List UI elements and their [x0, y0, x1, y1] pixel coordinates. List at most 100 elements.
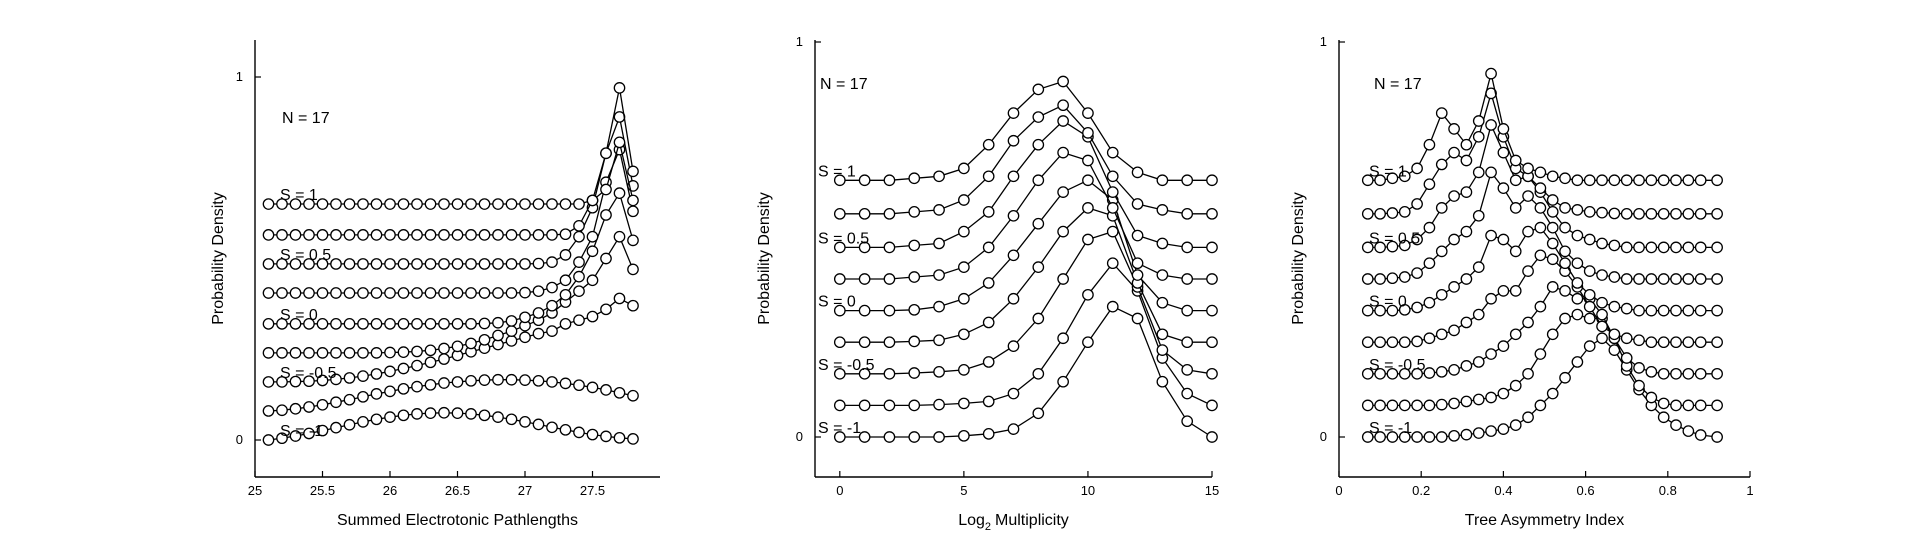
- data-point: [1620, 241, 1633, 254]
- data-point: [858, 304, 871, 317]
- data-point: [289, 375, 302, 388]
- data-point: [1131, 229, 1144, 242]
- data-point: [343, 317, 356, 330]
- sample-size-annotation: N = 17: [1374, 76, 1422, 93]
- data-point: [1460, 225, 1473, 238]
- data-point: [357, 415, 369, 428]
- data-point: [1485, 348, 1497, 360]
- data-point: [1448, 363, 1460, 376]
- series-label: S = 1: [280, 187, 318, 204]
- data-point: [1082, 107, 1094, 119]
- data-point: [465, 258, 477, 270]
- series-label: S = -0.5: [818, 357, 875, 374]
- series-label: S = 0.5: [280, 247, 331, 264]
- data-point: [1559, 202, 1571, 214]
- series-group: [262, 187, 639, 330]
- data-point: [1423, 221, 1436, 234]
- data-point: [1057, 115, 1069, 127]
- data-point: [546, 198, 558, 210]
- series-line: [839, 80, 1212, 181]
- data-point: [1032, 367, 1045, 380]
- data-point: [908, 335, 921, 348]
- data-point: [573, 285, 585, 298]
- data-point: [1374, 431, 1386, 443]
- data-point: [1398, 399, 1411, 412]
- data-point: [411, 229, 423, 241]
- data-point: [1620, 273, 1633, 285]
- data-point: [1497, 423, 1510, 435]
- data-point: [370, 388, 383, 400]
- data-point: [1448, 123, 1460, 135]
- data-point: [1472, 356, 1485, 368]
- series-line: [839, 262, 1213, 407]
- data-point: [397, 317, 410, 330]
- data-point: [1131, 312, 1144, 325]
- data-point: [1608, 300, 1621, 313]
- data-point: [519, 198, 531, 210]
- x-tick-label: 15: [1205, 483, 1219, 498]
- data-point: [451, 287, 464, 299]
- data-point: [1559, 257, 1571, 270]
- data-point: [613, 136, 626, 149]
- x-tick-label: 25: [248, 483, 262, 498]
- data-point: [1472, 209, 1485, 222]
- data-point: [1398, 303, 1411, 316]
- data-point: [1645, 207, 1658, 220]
- data-point: [1206, 241, 1218, 254]
- data-point: [1534, 182, 1547, 194]
- data-point: [1596, 237, 1608, 250]
- x-tick-label: 0.2: [1412, 483, 1430, 498]
- data-point: [505, 258, 518, 270]
- data-point: [933, 204, 945, 216]
- data-point: [1485, 119, 1497, 131]
- data-point: [613, 431, 626, 444]
- data-point: [357, 347, 369, 359]
- data-point: [532, 374, 545, 387]
- data-point: [330, 229, 342, 241]
- data-point: [1398, 336, 1411, 349]
- data-point: [397, 198, 410, 210]
- series-group: [833, 174, 1218, 317]
- data-point: [1559, 245, 1571, 258]
- x-tick-label: 27.5: [580, 483, 605, 498]
- data-point: [858, 431, 871, 443]
- data-point: [465, 287, 477, 299]
- data-point: [1460, 395, 1473, 408]
- data-point: [438, 377, 450, 389]
- data-point: [1386, 172, 1399, 185]
- data-point: [1694, 367, 1707, 380]
- data-point: [384, 198, 396, 210]
- data-point: [1435, 245, 1448, 258]
- data-point: [262, 376, 275, 388]
- x-tick-label: 25.5: [310, 483, 335, 498]
- data-point: [262, 317, 275, 330]
- data-point: [883, 273, 896, 285]
- series-label: S = 1: [1369, 163, 1407, 180]
- data-point: [586, 245, 599, 258]
- data-point: [1559, 284, 1571, 297]
- data-point: [1082, 174, 1094, 187]
- data-point: [1131, 198, 1144, 210]
- data-point: [1633, 174, 1645, 187]
- data-point: [1620, 207, 1633, 220]
- data-point: [573, 426, 585, 439]
- data-point: [316, 229, 329, 241]
- data-point: [1711, 207, 1723, 220]
- x-tick-label: 26.5: [445, 483, 470, 498]
- data-point: [833, 273, 846, 285]
- data-point: [858, 241, 871, 254]
- data-point: [1131, 269, 1144, 281]
- series-line: [268, 114, 634, 265]
- data-point: [1657, 411, 1670, 424]
- data-point: [1082, 154, 1094, 167]
- data-point: [1522, 225, 1534, 238]
- data-point: [519, 258, 531, 270]
- data-point: [1448, 146, 1460, 159]
- data-point: [1411, 198, 1423, 210]
- data-point: [1571, 174, 1584, 187]
- data-point: [1374, 304, 1386, 317]
- series-label: S = 1: [818, 163, 856, 180]
- data-point: [600, 430, 612, 443]
- data-point: [1522, 265, 1534, 277]
- y-tick-label: 1: [1320, 34, 1327, 49]
